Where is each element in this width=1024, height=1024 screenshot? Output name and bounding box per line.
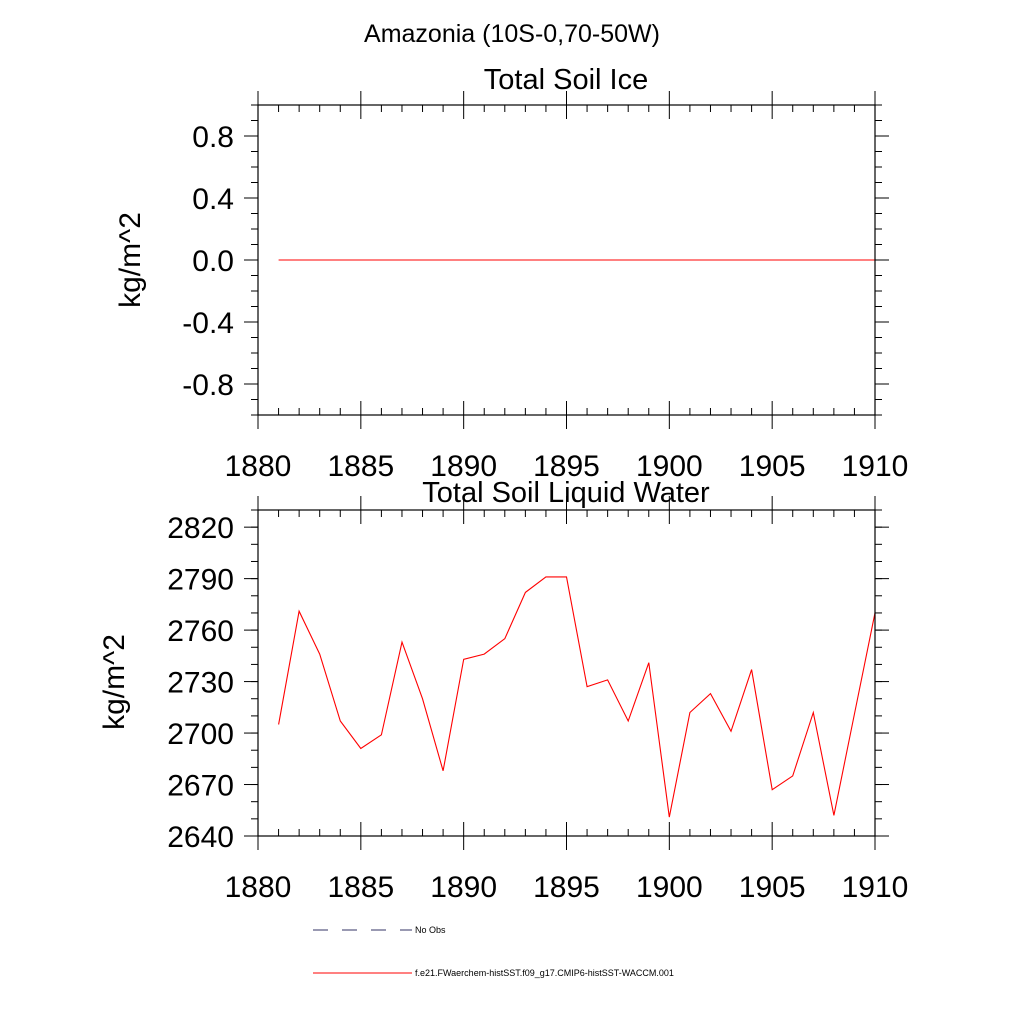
figure-supertitle: Amazonia (10S-0,70-50W) (364, 20, 660, 48)
tick-labels: 1880 1885 1890 1895 1900 1905 1910 -0.8 -0.4 0.0 0… (182, 121, 908, 483)
y-tick-label: 2790 (167, 564, 234, 597)
legend: No Obs f.e21.FWaerchem-histSST.f09_g17.C… (313, 925, 674, 978)
x-tick-label: 1880 (225, 871, 292, 904)
panel-total-soil-ice: Total Soil Ice kg/m^2 1880 1885 1890 1895 19… (114, 64, 908, 483)
x-tick-label: 1895 (533, 450, 600, 483)
x-tick-label: 1905 (739, 450, 806, 483)
panel-title: Total Soil Ice (484, 64, 648, 96)
y-tick-label: 2640 (167, 821, 234, 854)
y-tick-label: 0.8 (192, 121, 234, 154)
legend-label-model: f.e21.FWaerchem-histSST.f09_g17.CMIP6-hi… (415, 968, 674, 978)
y-tick-label: 2670 (167, 770, 234, 803)
y-tick-label: 2700 (167, 718, 234, 751)
x-tick-label: 1890 (430, 450, 497, 483)
x-tick-label: 1895 (533, 871, 600, 904)
series-line (278, 576, 876, 818)
x-tick-label: 1905 (739, 871, 806, 904)
y-tick-label: 2730 (167, 667, 234, 700)
y-tick-label: 0.0 (192, 245, 234, 278)
y-tick-label: -0.4 (182, 307, 234, 340)
y-tick-label: 0.4 (192, 183, 234, 216)
y-axis-label: kg/m^2 (114, 212, 147, 308)
y-axis-label: kg/m^2 (98, 634, 131, 730)
x-tick-label: 1880 (225, 450, 292, 483)
axis-ticks (244, 91, 889, 429)
y-tick-label: 2760 (167, 615, 234, 648)
series-lines (278, 576, 876, 818)
x-tick-label: 1900 (636, 871, 703, 904)
panel-total-soil-liquid-water: Total Soil Liquid Water kg/m^2 1880 1885 1… (98, 477, 908, 904)
x-tick-label: 1910 (842, 871, 909, 904)
axis-ticks (244, 496, 889, 850)
tick-labels: 1880 1885 1890 1895 1900 1905 1910 2640 2670 2700… (167, 512, 908, 904)
y-tick-label: -0.8 (182, 369, 234, 402)
x-tick-label: 1900 (636, 450, 703, 483)
plot-frame (257, 104, 876, 416)
x-tick-label: 1885 (327, 450, 394, 483)
plot-frame (257, 509, 876, 837)
x-tick-label: 1890 (430, 871, 497, 904)
legend-label-no-obs: No Obs (415, 925, 446, 935)
y-tick-label: 2820 (167, 512, 234, 545)
x-tick-label: 1910 (842, 450, 909, 483)
x-tick-label: 1885 (327, 871, 394, 904)
